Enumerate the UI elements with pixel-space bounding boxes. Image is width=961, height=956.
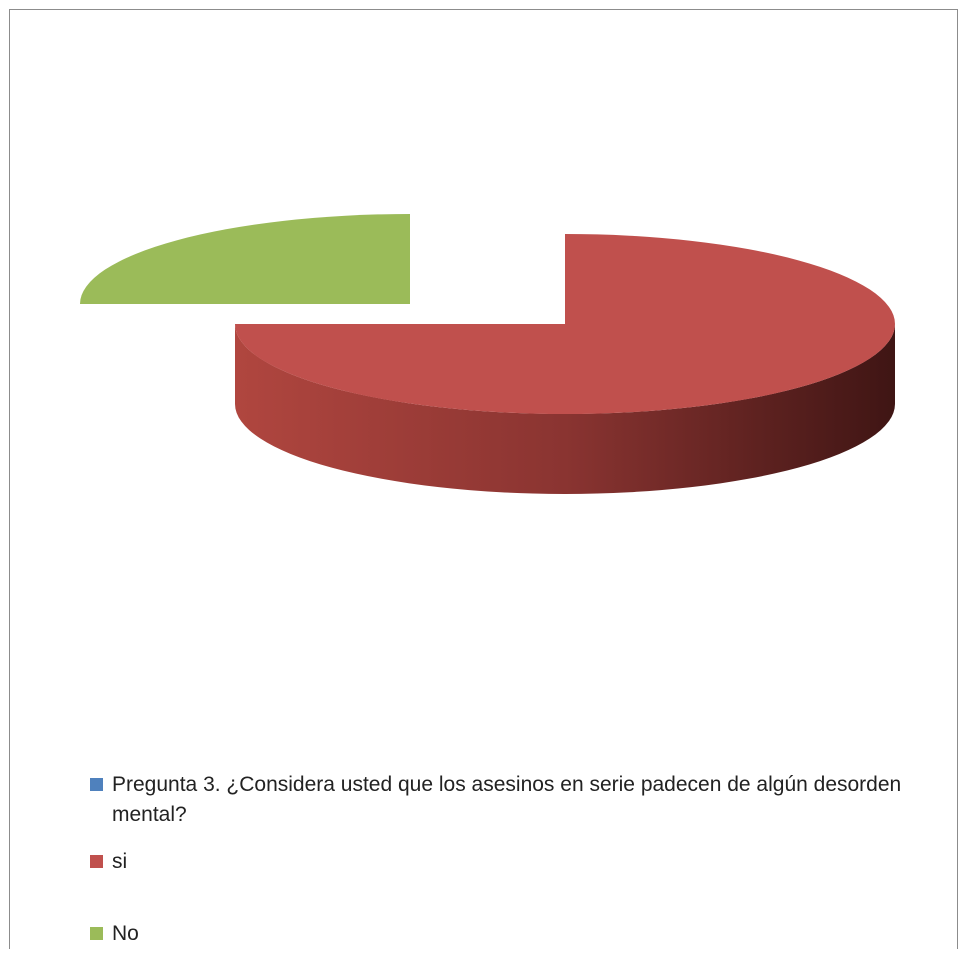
slice-top-no (80, 214, 410, 304)
legend-item-si: si (90, 847, 950, 877)
legend-swatch-no (90, 927, 103, 940)
pie-chart (80, 214, 895, 494)
legend-label-series: Pregunta 3. ¿Considera usted que los ase… (112, 773, 902, 826)
legend-item-series: Pregunta 3. ¿Considera usted que los ase… (90, 770, 950, 830)
legend-label-si: si (112, 850, 128, 873)
slice-side-si-0 (235, 324, 895, 494)
pie-slices (80, 214, 895, 494)
chart-area: Pregunta 3. ¿Considera usted que los ase… (9, 9, 958, 949)
legend-swatch-si (90, 855, 103, 868)
legend-swatch-series (90, 778, 103, 791)
chart-legend: Pregunta 3. ¿Considera usted que los ase… (90, 770, 950, 949)
slice-top-si (235, 234, 895, 414)
legend-item-no: No (90, 919, 950, 949)
legend-label-no: No (112, 922, 139, 945)
